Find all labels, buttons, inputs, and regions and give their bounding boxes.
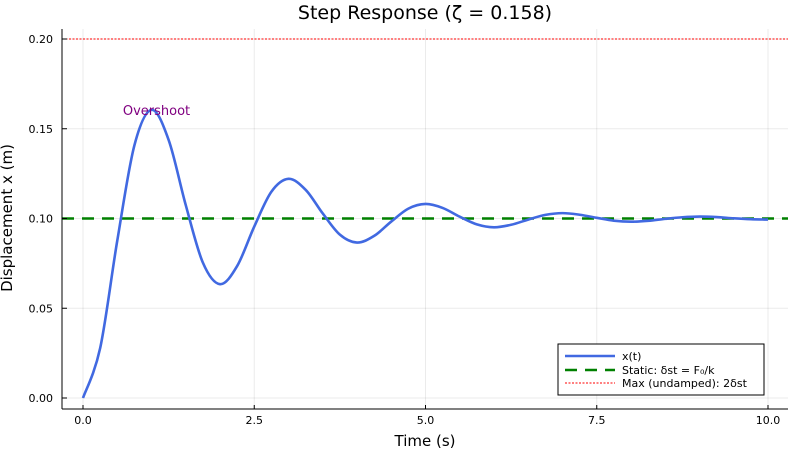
y-tick-label: 0.00 [29, 392, 54, 405]
x-tick-label: 10.0 [756, 414, 781, 427]
legend: x(t) Static: δst = F₀/k Max (undamped): … [557, 343, 765, 396]
y-tick-label: 0.05 [29, 302, 54, 315]
y-tick-label: 0.20 [29, 33, 54, 46]
x-axis-label: Time (s) [394, 432, 456, 450]
x-tick-label: 7.5 [588, 414, 606, 427]
annotation-overshoot: Overshoot [123, 104, 190, 119]
legend-label-x-t: x(t) [622, 350, 641, 363]
y-tick-label: 0.15 [29, 123, 54, 136]
chart-title: Step Response (ζ = 0.158) [298, 2, 552, 24]
legend-label-max: Max (undamped): 2δst [622, 377, 748, 390]
x-tick-label: 5.0 [417, 414, 435, 427]
series-line-x-t [81, 108, 769, 399]
ticks: 0.0 2.5 5.0 7.5 10.0 0.00 0.05 0.10 0.15 0.20 [29, 33, 781, 427]
legend-label-static: Static: δst = F₀/k [622, 364, 715, 377]
legend-box [557, 343, 765, 396]
y-axis-label: Displacement x (m) [0, 144, 16, 292]
x-tick-label: 0.0 [74, 414, 92, 427]
y-tick-label: 0.10 [29, 213, 54, 226]
x-tick-label: 2.5 [246, 414, 264, 427]
